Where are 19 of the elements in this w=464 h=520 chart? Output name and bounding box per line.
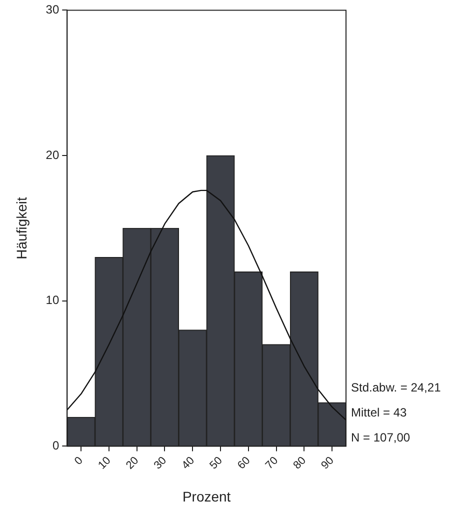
text: Std.abw. = 24,21 <box>351 380 442 395</box>
y-tick-label: 30 <box>46 2 60 17</box>
y-axis-title: Häufigkeit <box>13 196 30 260</box>
y-tick-label: 10 <box>46 293 60 308</box>
x-tick-label: 70 <box>263 454 281 472</box>
x-tick-label: 40 <box>180 454 197 472</box>
x-tick-label: 20 <box>124 454 142 472</box>
x-tick-label: 10 <box>96 454 114 472</box>
x-tick-label: 90 <box>319 454 336 472</box>
x-tick-label: 0 <box>72 454 86 468</box>
y-tick-label: 0 <box>52 438 60 453</box>
text: Mittel = 43 <box>351 406 408 420</box>
x-axis-title: Prozent <box>182 488 231 504</box>
x-tick-label: 60 <box>236 454 253 472</box>
y-tick-label: 20 <box>46 148 60 162</box>
x-tick-label: 50 <box>208 454 225 472</box>
text: N = 107,00 <box>351 430 410 445</box>
x-tick-label: 30 <box>152 454 170 472</box>
x-tick-label: 80 <box>291 454 308 472</box>
